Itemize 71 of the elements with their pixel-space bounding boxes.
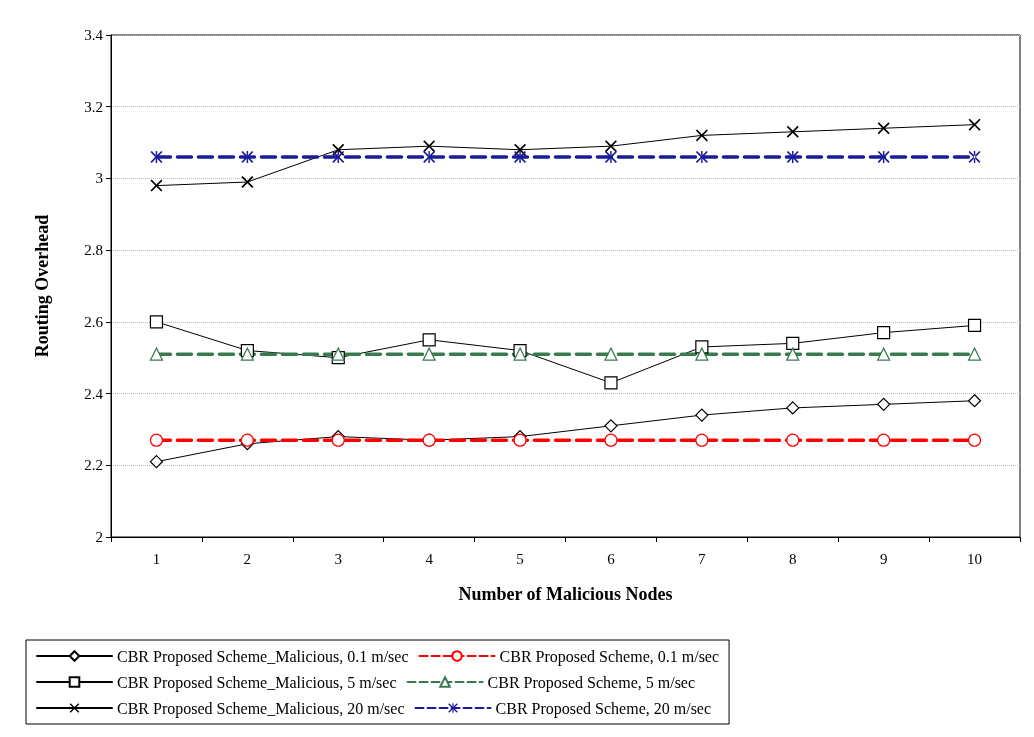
point <box>150 179 163 192</box>
point <box>967 347 982 361</box>
x-tick-label: 2 <box>243 550 252 567</box>
y-tick-label: 2.8 <box>84 242 103 259</box>
point <box>877 397 891 411</box>
point <box>695 408 709 422</box>
x-tick-label: 3 <box>334 550 342 567</box>
point <box>604 376 618 390</box>
x-tick-label: 10 <box>967 550 983 567</box>
point <box>877 433 891 447</box>
point <box>786 401 800 415</box>
point <box>877 150 890 163</box>
point <box>877 347 891 361</box>
y-tick-label: 2.2 <box>84 457 103 474</box>
point <box>604 140 617 153</box>
point <box>149 315 164 329</box>
point <box>877 326 891 340</box>
point <box>695 347 709 361</box>
x-tick-label: 1 <box>152 550 161 567</box>
legend-label: CBR Proposed Scheme, 20 m/sec <box>495 699 712 718</box>
y-tick-label: 2 <box>95 529 103 545</box>
point <box>786 125 799 138</box>
point <box>149 455 164 469</box>
point <box>967 318 982 333</box>
point <box>786 150 799 163</box>
point <box>513 347 527 361</box>
point <box>695 433 709 447</box>
legend-label: CBR Proposed Scheme_Malicious, 20 m/sec <box>117 699 405 718</box>
point <box>332 150 345 163</box>
x-tick-label: 7 <box>698 550 707 567</box>
y-axis-title: Routing Overhead <box>32 214 52 358</box>
point <box>604 433 618 447</box>
legend-label: CBR Proposed Scheme_Malicious, 5 m/sec <box>117 673 397 692</box>
y-tick-label: 2.6 <box>84 313 104 330</box>
y-tick-label: 2.4 <box>84 385 104 402</box>
point <box>604 347 618 361</box>
point <box>604 150 617 163</box>
x-tick-label: 5 <box>516 550 524 567</box>
point <box>240 433 254 447</box>
point <box>423 150 436 163</box>
point <box>786 347 800 361</box>
y-tick-label: 3.4 <box>84 27 104 43</box>
point <box>786 336 800 350</box>
point <box>422 347 436 361</box>
point <box>240 347 254 361</box>
point <box>786 433 800 447</box>
point <box>149 347 164 361</box>
point <box>695 150 708 163</box>
point <box>968 118 981 131</box>
legend-label: CBR Proposed Scheme, 0.1 m/sec <box>499 647 720 666</box>
x-tick-label: 8 <box>789 550 797 567</box>
legend-label: CBR Proposed Scheme_Malicious, 0.1 m/sec <box>117 647 409 666</box>
point <box>967 433 982 447</box>
point <box>241 150 254 163</box>
y-tick-label: 3 <box>95 170 103 187</box>
point <box>423 140 436 153</box>
point <box>514 150 527 163</box>
x-tick-label: 6 <box>607 550 616 567</box>
point <box>877 122 890 135</box>
point <box>604 419 618 433</box>
point <box>422 333 436 347</box>
point <box>968 150 981 163</box>
point <box>149 433 164 447</box>
point <box>150 150 163 163</box>
x-tick-label: 9 <box>879 550 888 567</box>
point <box>967 394 982 408</box>
x-tick-label: 4 <box>425 550 434 567</box>
point <box>331 347 345 361</box>
x-axis-title: Number of Malicious Nodes <box>458 584 673 604</box>
legend-label: CBR Proposed Scheme, 5 m/sec <box>487 673 696 692</box>
y-tick-label: 3.2 <box>84 98 103 115</box>
